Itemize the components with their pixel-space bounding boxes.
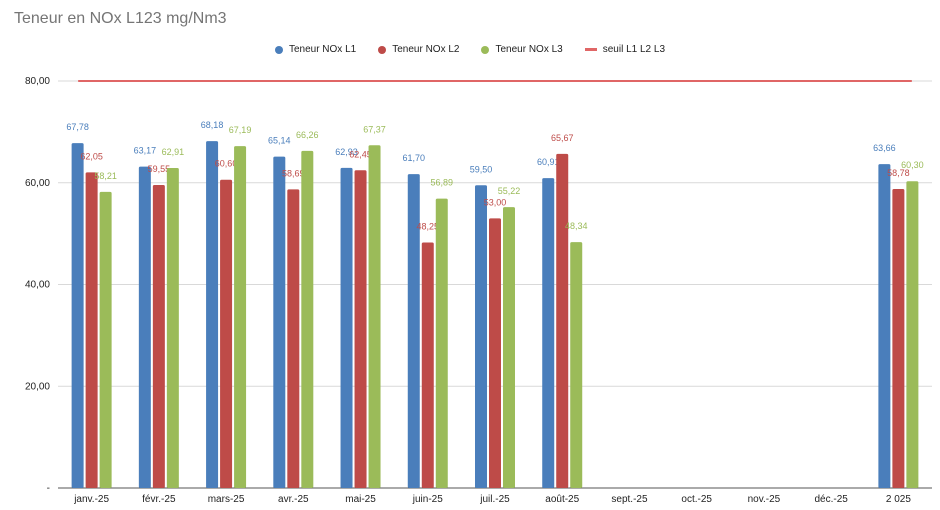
data-label: 60,60 — [215, 159, 238, 169]
data-label: 61,70 — [403, 153, 426, 163]
y-tick-label: 40,00 — [25, 280, 50, 291]
bar-2 — [152, 185, 165, 488]
bar-2 — [354, 170, 367, 488]
x-tick-label: juin-25 — [412, 494, 443, 505]
legend-label-l3: Teneur NOx L3 — [495, 44, 563, 55]
x-tick-label: janv.-25 — [73, 494, 109, 505]
x-tick-label: avr.-25 — [278, 494, 309, 505]
legend-swatch-l2 — [378, 45, 387, 54]
data-label: 68,18 — [201, 120, 224, 130]
data-label: 58,69 — [282, 168, 305, 178]
bar-2 — [421, 242, 434, 488]
data-label: 48,25 — [417, 222, 440, 232]
bar-2 — [892, 188, 905, 488]
x-tick-label: mars-25 — [208, 494, 245, 505]
x-tick-label: 2 025 — [886, 494, 911, 505]
bar-3 — [503, 207, 515, 489]
data-label: 48,34 — [565, 221, 588, 231]
legend-item-l1[interactable]: Teneur NOx L1 — [274, 44, 357, 55]
data-label: 53,00 — [484, 197, 507, 207]
data-label: 58,78 — [887, 168, 910, 178]
bar-3 — [368, 145, 381, 488]
bar-3 — [301, 150, 314, 488]
y-tick-label: 60,00 — [25, 178, 50, 189]
data-label: 58,21 — [94, 171, 117, 181]
y-tick-label: 80,00 — [25, 76, 50, 87]
x-tick-label: févr.-25 — [142, 494, 176, 505]
data-label: 56,89 — [431, 178, 454, 188]
data-label: 65,67 — [551, 133, 574, 143]
legend-swatch-l3 — [481, 45, 490, 54]
x-tick-label: juil.-25 — [479, 494, 510, 505]
y-tick-label: 20,00 — [25, 381, 50, 392]
bar-1 — [542, 178, 555, 489]
legend-label-l2: Teneur NOx L2 — [392, 44, 460, 55]
bar-1 — [71, 143, 84, 488]
bar-3 — [435, 198, 448, 488]
bar-1 — [273, 156, 286, 488]
bar-3 — [906, 181, 919, 488]
legend-item-threshold[interactable]: seuil L1 L2 L3 — [584, 44, 666, 55]
bar-2 — [220, 179, 233, 488]
data-label: 55,22 — [498, 186, 521, 196]
bar-2 — [287, 189, 300, 489]
bar-1 — [138, 166, 151, 488]
bar-1 — [878, 164, 891, 488]
data-label: 60,30 — [901, 160, 924, 170]
legend-label-l1: Teneur NOx L1 — [288, 44, 357, 55]
bar-2 — [489, 218, 501, 489]
chart-legend: Teneur NOx L1 Teneur NOx L2 Teneur NOx L… — [0, 44, 940, 55]
bar-1 — [340, 167, 353, 488]
data-label: 67,78 — [66, 122, 89, 132]
legend-item-l3[interactable]: Teneur NOx L3 — [481, 44, 563, 55]
data-label: 59,55 — [148, 164, 171, 174]
data-label: 62,05 — [80, 151, 103, 161]
data-label: 62,91 — [162, 147, 185, 157]
data-label: 65,14 — [268, 136, 291, 146]
data-label: 59,50 — [470, 164, 493, 174]
data-label: 62,45 — [349, 149, 372, 159]
bar-1 — [407, 174, 420, 488]
bar-1 — [206, 141, 219, 488]
x-tick-label: nov.-25 — [748, 494, 781, 505]
y-tick-label: - — [47, 483, 50, 494]
data-label: 63,17 — [134, 146, 157, 156]
x-tick-label: août-25 — [545, 494, 579, 505]
bar-2 — [556, 153, 569, 488]
data-label: 60,91 — [537, 157, 560, 167]
legend-item-l2[interactable]: Teneur NOx L2 — [378, 44, 459, 55]
bar-3 — [99, 191, 112, 488]
data-label: 62,93 — [335, 147, 358, 157]
x-tick-label: oct.-25 — [681, 494, 712, 505]
data-label: 67,19 — [229, 125, 252, 135]
legend-label-threshold: seuil L1 L2 L3 — [602, 44, 666, 55]
bar-1 — [475, 185, 487, 488]
x-tick-label: mai-25 — [345, 494, 376, 505]
data-label: 67,37 — [363, 124, 386, 134]
legend-swatch-l1 — [274, 45, 283, 54]
bar-3 — [234, 146, 247, 488]
x-tick-label: sept.-25 — [611, 494, 648, 505]
bar-3 — [570, 242, 583, 488]
chart-title: Teneur en NOx L123 mg/Nm3 — [14, 10, 227, 27]
data-label: 63,66 — [873, 143, 896, 153]
bar-2 — [85, 172, 98, 488]
bar-3 — [166, 167, 179, 488]
legend-line-threshold — [584, 48, 597, 51]
data-label: 66,26 — [296, 130, 319, 140]
x-tick-label: déc.-25 — [814, 494, 848, 505]
